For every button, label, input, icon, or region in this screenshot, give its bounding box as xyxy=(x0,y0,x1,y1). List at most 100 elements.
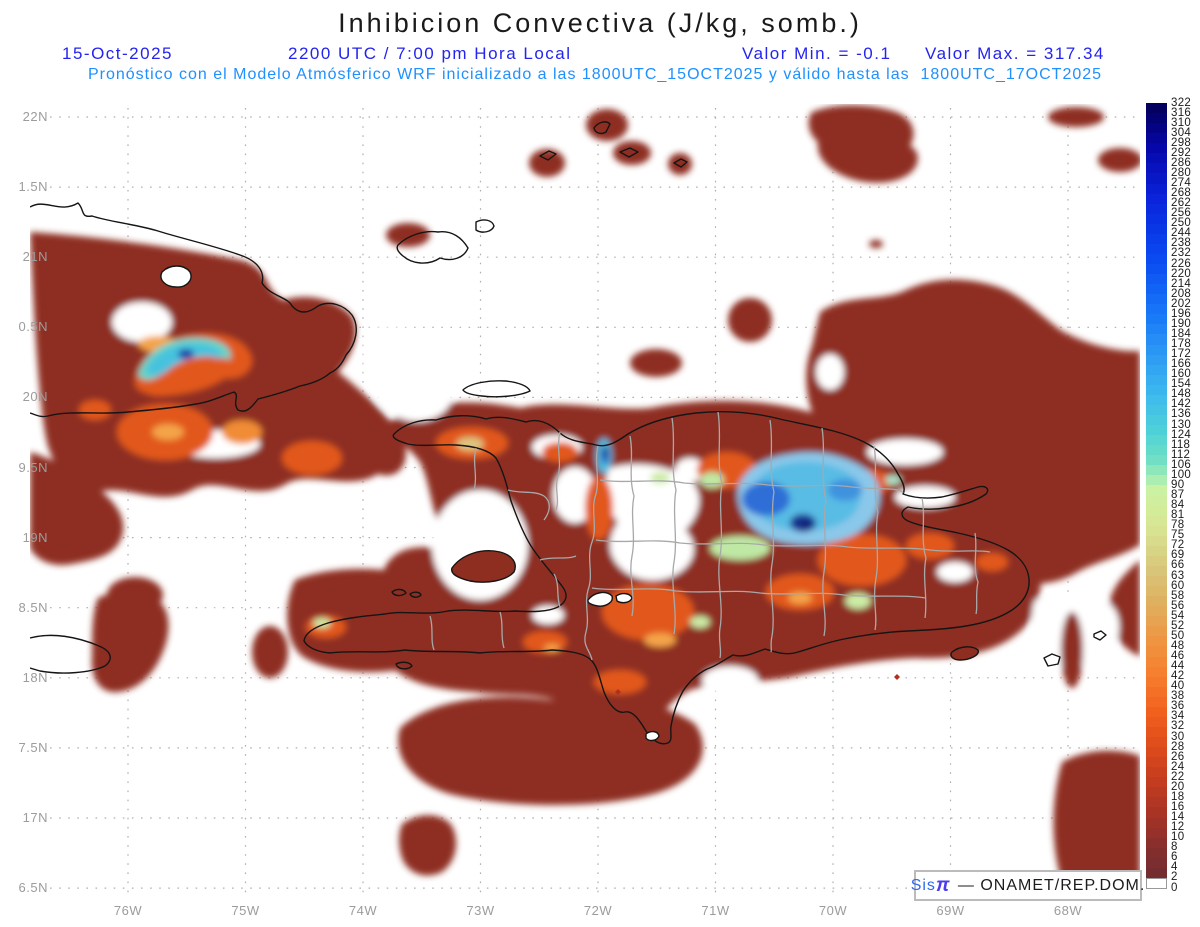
colorbar-cell xyxy=(1146,606,1167,617)
province-borders xyxy=(429,411,991,661)
colorbar-tick-label: 202 xyxy=(1171,297,1192,310)
lon-tick-label: 76W xyxy=(113,903,143,918)
colorbar-tick-label: 136 xyxy=(1171,408,1192,421)
colorbar-cell xyxy=(1146,213,1167,225)
colorbar-cell xyxy=(1146,414,1167,426)
colorbar-cell xyxy=(1146,827,1167,839)
lat-tick-label: 6.5N xyxy=(18,880,48,896)
colorbar-tick-label: 250 xyxy=(1171,217,1192,230)
colorbar-cell xyxy=(1146,425,1167,436)
colorbar-cell xyxy=(1146,344,1167,356)
colorbar-tick-label: 190 xyxy=(1171,317,1192,330)
colorbar-cell xyxy=(1146,253,1167,265)
beata-coastline xyxy=(645,730,660,742)
lat-tick-label: 9.5N xyxy=(18,459,48,475)
colorbar-cell xyxy=(1146,616,1167,627)
colorbar-cell xyxy=(1146,163,1167,175)
colorbar-tick-label: 166 xyxy=(1171,358,1192,371)
colorbar-tick-label: 56 xyxy=(1171,599,1185,612)
colorbar-cell xyxy=(1146,384,1167,396)
lat-tick-label: 7.5N xyxy=(18,739,48,755)
colorbar-cell xyxy=(1146,495,1167,507)
colorbar-cell xyxy=(1146,485,1167,497)
colorbar-tick-label: 310 xyxy=(1171,116,1192,129)
colorbar-tick-label: 118 xyxy=(1171,438,1191,451)
colorbar-cell xyxy=(1146,817,1167,829)
colorbar-cell xyxy=(1146,515,1167,527)
colorbar-tick-label: 38 xyxy=(1171,690,1185,703)
colorbar-tick-label: 2 xyxy=(1171,871,1178,884)
valid-date: 15-Oct-2025 xyxy=(62,44,173,63)
lat-tick-label: 17N xyxy=(22,810,48,825)
stray-contour-dots xyxy=(615,674,900,695)
colorbar-tick-label: 18 xyxy=(1171,790,1185,803)
colorbar-tick-label: 8 xyxy=(1171,841,1178,854)
colorbar-tick-label: 16 xyxy=(1171,800,1185,813)
colorbar-tick-label: 48 xyxy=(1171,639,1185,652)
colorbar-tick-label: 50 xyxy=(1171,629,1185,642)
forecast-subtitle: Pronóstico con el Modelo Atmósferico WRF… xyxy=(87,66,1103,83)
colorbar-cell xyxy=(1146,274,1167,285)
colorbar-tick-label: 0 xyxy=(1171,881,1178,894)
colorbar-cell xyxy=(1146,757,1167,768)
colorbar-tick-label: 178 xyxy=(1171,338,1192,351)
colorbar-tick-label: 69 xyxy=(1171,549,1185,562)
colorbar-tick-label: 292 xyxy=(1171,146,1192,159)
coastlines xyxy=(30,121,1107,745)
colorbar-tick-label: 196 xyxy=(1171,307,1192,320)
colorbar-cell xyxy=(1146,646,1167,658)
colorbar-tick-label: 148 xyxy=(1171,388,1192,401)
colorbar-tick-label: 87 xyxy=(1171,489,1185,501)
colorbar-tick-label: 268 xyxy=(1171,187,1192,200)
lon-tick-label: 68W xyxy=(1053,903,1083,918)
colorbar-tick-label: 256 xyxy=(1171,207,1192,220)
colorbar-tick-label: 124 xyxy=(1171,428,1192,441)
colorbar-cell xyxy=(1146,626,1167,637)
lon-tick-label: 71W xyxy=(701,903,730,918)
colorbar-tick-label: 58 xyxy=(1171,589,1185,602)
colorbar-tick-label: 78 xyxy=(1171,519,1185,532)
colorbar-cell xyxy=(1146,545,1167,557)
tortue-coastline xyxy=(462,380,531,398)
colorbar-tick-label: 112 xyxy=(1171,448,1191,461)
gonave-coastline xyxy=(451,550,516,583)
saona-coastline xyxy=(950,646,979,661)
colorbar-cell xyxy=(1146,847,1167,859)
colorbar-tick-label: 220 xyxy=(1171,267,1192,280)
valid-time: 2200 UTC / 7:00 pm Hora Local xyxy=(288,44,572,63)
colorbar-tick-label: 214 xyxy=(1171,277,1192,290)
colorbar-cell xyxy=(1146,364,1167,376)
colorbar-tick-label: 34 xyxy=(1171,710,1185,723)
colorbar-cell xyxy=(1146,837,1167,849)
colorbar-cell xyxy=(1146,747,1167,758)
colorbar-cell xyxy=(1146,807,1167,819)
colorbar-cell xyxy=(1146,264,1167,275)
lat-tick-label: 21N xyxy=(22,249,48,265)
colorbar-cell xyxy=(1146,123,1167,134)
colorbar-cell xyxy=(1146,726,1167,738)
lon-tick-label: 72W xyxy=(583,903,613,918)
colorbar-tick-label: 10 xyxy=(1171,831,1185,844)
lat-tick-label: 8.5N xyxy=(18,599,48,615)
colorbar-cell xyxy=(1146,334,1167,346)
colorbar-tick-label: 322 xyxy=(1171,96,1192,109)
colorbar-tick-label: 4 xyxy=(1171,861,1178,874)
colorbar-cell xyxy=(1146,304,1167,315)
colorbar-cell xyxy=(1146,596,1167,607)
colorbar-tick-label: 262 xyxy=(1171,197,1192,210)
colorbar-tick-label: 36 xyxy=(1171,700,1185,713)
colorbar-tick-label: 160 xyxy=(1171,368,1192,381)
lon-tick-label: 74W xyxy=(348,903,378,918)
colorbar-tick-label: 22 xyxy=(1171,770,1185,783)
colorbar-tick-label: 244 xyxy=(1171,227,1192,240)
colorbar-cell xyxy=(1146,686,1167,698)
great-inagua-coastline xyxy=(396,230,469,264)
colorbar-tick-label: 60 xyxy=(1171,579,1185,592)
cuba-coastline xyxy=(30,202,357,418)
colorbar-tick-label: 81 xyxy=(1171,509,1185,522)
colorbar-tick-label: 84 xyxy=(1171,499,1185,512)
mona-coastline xyxy=(1043,653,1061,667)
colorbar-cell xyxy=(1146,565,1167,577)
colorbar-tick-label: 106 xyxy=(1171,458,1192,471)
colorbar-cell xyxy=(1146,666,1167,678)
